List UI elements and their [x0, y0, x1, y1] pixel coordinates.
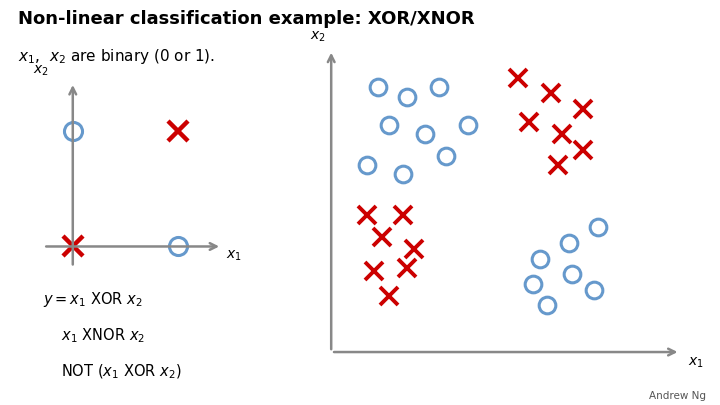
Text: Non-linear classification example: XOR/XNOR: Non-linear classification example: XOR/X…: [18, 10, 474, 28]
Text: $x_1\ \mathrm{XNOR}\ x_2$: $x_1\ \mathrm{XNOR}\ x_2$: [61, 326, 145, 345]
Text: $x_2$: $x_2$: [310, 29, 325, 44]
Text: $x_1$: $x_1$: [688, 356, 703, 370]
Text: Andrew Ng: Andrew Ng: [649, 391, 706, 401]
Text: $y = x_1\ \mathrm{XOR}\ x_2$: $y = x_1\ \mathrm{XOR}\ x_2$: [43, 290, 143, 309]
Text: $x_1$,  $x_2$ are binary (0 or 1).: $x_1$, $x_2$ are binary (0 or 1).: [18, 47, 215, 66]
Text: $x_2$: $x_2$: [33, 63, 49, 77]
Text: $x_1$: $x_1$: [226, 249, 242, 263]
Text: $\mathrm{NOT}\ (x_1\ \mathrm{XOR}\ x_2)$: $\mathrm{NOT}\ (x_1\ \mathrm{XOR}\ x_2)$: [61, 362, 182, 381]
